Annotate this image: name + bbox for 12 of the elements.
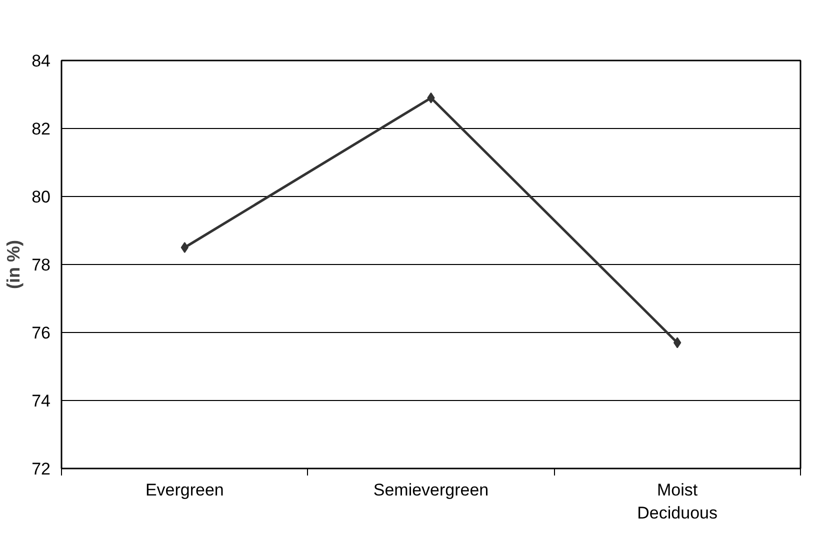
y-tick-label: 84 xyxy=(32,52,51,70)
y-tick-label: 76 xyxy=(32,324,51,342)
x-tick-label: Semievergreen xyxy=(373,480,489,500)
y-tick-label: 82 xyxy=(32,120,51,138)
x-tick-label: Evergreen xyxy=(145,480,224,500)
y-tick-label: 74 xyxy=(32,392,51,410)
x-tick-label: Moist Deciduous xyxy=(637,480,718,522)
y-tick-label: 78 xyxy=(32,256,51,274)
y-tick-label: 72 xyxy=(32,460,51,478)
point xyxy=(180,242,188,253)
y-tick-label: 80 xyxy=(32,188,51,206)
y-axis-title: (in %) xyxy=(4,240,24,289)
